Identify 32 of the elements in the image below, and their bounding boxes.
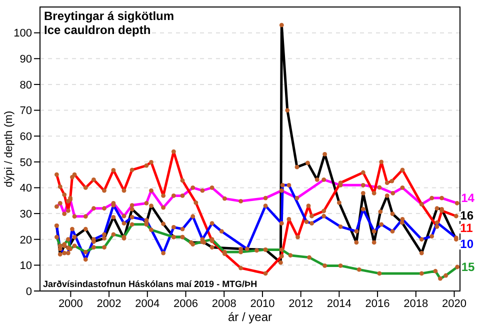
x-tick-label: 2012 [288,298,314,310]
chart-title: Breytingar á sigkötlum [44,9,174,23]
y-tick-label: 10 [20,260,32,272]
y-tick-label: 30 [20,208,32,220]
x-tick-label: 2018 [404,298,428,310]
series-label: 16 [460,208,474,222]
x-tick-label: 2004 [135,298,160,310]
x-tick-label: 2000 [58,298,83,310]
x-axis-title: ár / year [228,310,272,324]
x-tick-label: 2016 [365,298,390,310]
y-tick-label: 70 [20,105,32,118]
y-tick-label: 80 [20,79,32,92]
x-tick-label: 2006 [174,298,198,310]
y-tick-label: 40 [20,182,32,195]
x-tick-label: 2020 [442,298,466,310]
y-tick-label: 50 [20,156,32,169]
y-axis-title: dýpi / depth (m) [3,110,15,188]
y-tick-label: 60 [20,130,32,143]
y-tick-label: 90 [20,54,32,66]
series-label: 10 [460,236,474,251]
y-tick-label: 20 [20,234,32,246]
x-tick-label: 2010 [250,298,275,310]
y-tick-label: 100 [14,28,32,40]
text: Ice cauldron depth [44,23,151,37]
y-tick-label: 0 [26,286,32,298]
x-tick-label: 2014 [326,298,352,310]
x-tick-label: 2008 [212,298,236,310]
series-label: 15 [461,260,475,274]
annotation: Jarðvísindastofnun Háskólans maí 2019 - MTG/ÞH [43,279,258,289]
x-tick-label: 2002 [96,298,122,310]
series-label: 11 [460,221,474,236]
series-label: 14 [461,191,475,206]
